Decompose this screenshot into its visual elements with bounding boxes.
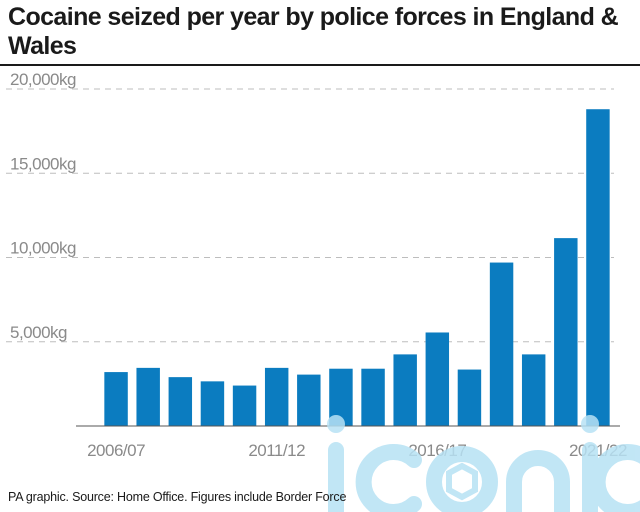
x-tick-label: 2016/17 [408,441,466,460]
bar [393,354,417,426]
bar [297,374,321,426]
title-divider [0,64,640,66]
bar [168,377,193,426]
source-note: PA graphic. Source: Home Office. Figures… [8,490,347,504]
bar-chart: 5,000kg 10,000kg 15,000kg 20,000kg 2006/07 20… [0,66,640,486]
bar [425,332,450,426]
bar [554,238,578,426]
bar [457,369,482,426]
bar [200,381,225,426]
bar [489,262,514,426]
bar [329,368,353,426]
y-tick-label: 20,000kg [10,70,76,89]
chart-svg: 5,000kg 10,000kg 15,000kg 20,000kg 2006/07 20… [6,70,627,460]
bar [521,354,546,426]
bar [136,367,160,426]
bar [586,109,610,426]
bar [361,368,385,426]
y-tick-label: 5,000kg [10,323,67,342]
bar [232,385,257,426]
x-tick-label: 2021/22 [569,441,627,460]
chart-title: Cocaine seized per year by police forces… [8,3,619,60]
y-tick-label: 15,000kg [10,154,76,173]
x-tick-label: 2006/07 [87,441,145,460]
x-tick-label: 2011/12 [248,441,305,460]
bar [104,372,128,426]
bar [264,367,289,426]
y-tick-label: 10,000kg [10,239,76,258]
